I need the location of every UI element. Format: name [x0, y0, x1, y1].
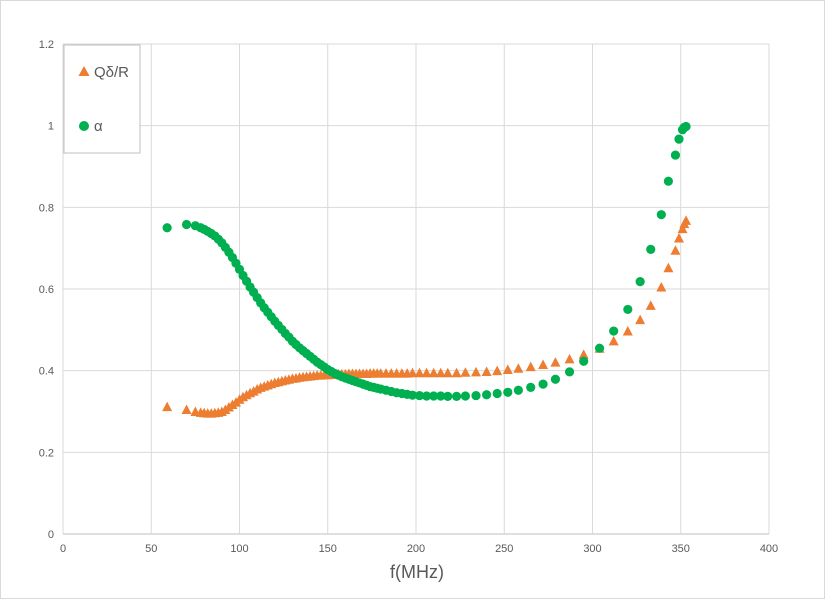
- x-axis-ticks: 0 50 100 150 200 250 300 350 400: [60, 543, 778, 555]
- circle-point: [635, 277, 645, 287]
- x-tick-label: 50: [145, 543, 157, 555]
- triangle-point: [538, 359, 549, 370]
- triangle-point: [460, 367, 471, 377]
- triangle-point: [407, 367, 418, 378]
- triangle-point: [673, 232, 684, 243]
- triangle-point: [645, 300, 656, 310]
- circle-point: [421, 391, 432, 401]
- y-axis-ticks: 0 0.2 0.4 0.6 0.8 1 1.2: [39, 39, 54, 541]
- circle-point: [503, 387, 513, 397]
- legend: Qδ/R α: [63, 44, 141, 154]
- triangle-point: [414, 367, 425, 378]
- circle-point: [181, 219, 192, 230]
- y-tick-label: 1.2: [39, 39, 54, 51]
- circle-point: [451, 391, 462, 401]
- triangle-point: [608, 335, 619, 346]
- circle-point: [579, 356, 589, 366]
- triangle-point: [471, 366, 482, 377]
- circle-point: [670, 150, 681, 160]
- x-axis-title: f(MHz): [390, 562, 444, 582]
- legend-box: [63, 44, 141, 154]
- circle-point: [623, 304, 633, 315]
- gridlines: [62, 43, 770, 535]
- triangle-point: [435, 367, 446, 378]
- triangle-point: [656, 281, 667, 292]
- triangle-point: [635, 314, 646, 325]
- triangle-point: [681, 215, 692, 225]
- x-tick-label: 350: [672, 543, 690, 555]
- triangle-point: [492, 365, 503, 376]
- circle-point: [436, 391, 446, 401]
- triangle-point: [550, 357, 561, 367]
- x-tick-label: 250: [495, 543, 513, 555]
- triangle-point: [481, 366, 492, 376]
- triangle-point: [564, 353, 575, 364]
- circle-point: [550, 374, 561, 384]
- legend-circle-marker: [79, 121, 89, 131]
- circle-point: [663, 176, 673, 186]
- circle-point: [681, 121, 691, 132]
- triangle-point: [622, 326, 633, 336]
- legend-label-alpha: α: [94, 118, 103, 135]
- triangle-point: [677, 223, 688, 234]
- y-tick-label: 0: [48, 529, 54, 541]
- legend-triangle-marker: [78, 66, 90, 76]
- triangle-point: [525, 361, 536, 372]
- series-q-delta-r: [162, 215, 692, 418]
- circle-point: [162, 223, 172, 233]
- series-alpha: [162, 121, 691, 401]
- y-tick-label: 0.8: [39, 202, 54, 214]
- triangle-point: [513, 363, 524, 373]
- circle-point: [656, 210, 666, 220]
- y-tick-label: 1: [48, 121, 54, 133]
- triangle-point: [442, 367, 453, 378]
- legend-label-q-delta-r: Qδ/R: [94, 64, 129, 81]
- circle-point: [538, 379, 548, 389]
- triangle-point: [162, 401, 173, 412]
- x-tick-label: 400: [760, 543, 778, 555]
- triangle-point: [428, 367, 439, 378]
- circle-point: [460, 391, 471, 401]
- circle-point: [482, 390, 492, 400]
- triangle-point: [502, 364, 513, 374]
- circle-point: [609, 326, 619, 336]
- circle-point: [443, 391, 453, 401]
- y-tick-label: 0.4: [39, 366, 54, 378]
- circle-point: [492, 388, 502, 399]
- x-tick-label: 150: [319, 543, 337, 555]
- y-tick-label: 0.2: [39, 447, 54, 459]
- circle-point: [414, 390, 425, 401]
- triangle-point: [421, 367, 432, 378]
- circle-point: [513, 385, 523, 395]
- x-tick-label: 200: [407, 543, 425, 555]
- triangle-point: [663, 262, 674, 273]
- x-tick-label: 100: [230, 543, 248, 555]
- triangle-point: [578, 349, 589, 359]
- triangle-point: [670, 245, 681, 255]
- circle-point: [471, 390, 481, 401]
- triangle-point: [451, 367, 462, 378]
- x-tick-label: 0: [60, 543, 66, 555]
- y-tick-label: 0.6: [39, 284, 54, 296]
- circle-point: [594, 343, 605, 353]
- circle-point: [646, 244, 656, 254]
- circle-point: [564, 367, 575, 377]
- triangle-point: [181, 404, 192, 414]
- circle-point: [407, 390, 418, 400]
- circle-point: [674, 134, 684, 144]
- circle-point: [429, 391, 439, 401]
- x-tick-label: 300: [583, 543, 601, 555]
- circle-point: [526, 382, 536, 393]
